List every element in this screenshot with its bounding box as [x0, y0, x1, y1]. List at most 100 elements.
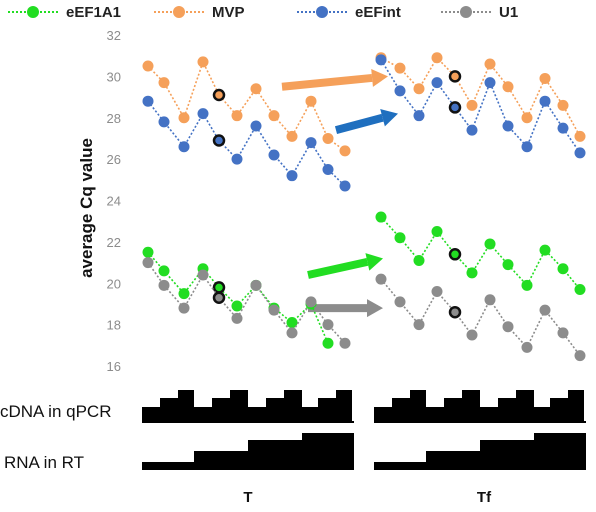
cdna-steps-t: [142, 390, 352, 423]
legend-marker: [27, 6, 39, 18]
data-point-U1-Tf: [431, 286, 443, 298]
arrow-head-MVP: [371, 68, 388, 87]
rna-steps-t: [142, 433, 354, 470]
data-point-eEF1A1-T: [212, 281, 226, 294]
data-point-eEF1A1-Tf: [413, 254, 425, 266]
data-point-eEFint-Tf: [375, 54, 387, 66]
data-point-MVP-Tf: [521, 112, 533, 124]
data-point-U1-T: [212, 291, 226, 304]
data-point-MVP-Tf: [466, 99, 478, 111]
data-point-eEF1A1-T: [158, 265, 170, 277]
data-point-U1-Tf: [466, 329, 478, 341]
data-point-eEFint-Tf: [448, 101, 462, 114]
data-point-U1-Tf: [539, 304, 551, 316]
y-tick-label: 16: [107, 359, 121, 374]
legend-label: MVP: [212, 4, 245, 21]
data-point-eEFint-Tf: [557, 122, 569, 134]
data-point-eEFint-T: [142, 95, 154, 107]
data-point-eEFint-T: [305, 137, 317, 149]
arrow-shaft-eEFint: [334, 113, 384, 135]
arrow-head-eEFint: [380, 109, 398, 127]
data-point-U1-T: [268, 304, 280, 316]
data-point-MVP-T: [178, 112, 190, 124]
data-point-eEF1A1-Tf: [448, 248, 462, 261]
data-point-MVP-T: [286, 130, 298, 142]
data-point-U1-Tf: [448, 305, 462, 319]
data-point-U1-Tf: [502, 321, 514, 333]
series-line-MVP-Tf: [380, 56, 581, 137]
shift-arrows: [281, 68, 398, 318]
data-point-U1-Tf: [413, 319, 425, 331]
data-point-U1-T: [178, 302, 190, 314]
data-point-eEFint-T: [339, 180, 351, 192]
legend-label: eEFint: [355, 4, 401, 21]
data-point-U1-Tf: [394, 296, 406, 308]
y-tick-label: 28: [107, 111, 121, 126]
data-point-MVP-Tf: [394, 62, 406, 74]
arrow-head-eEF1A1: [365, 253, 383, 271]
data-point-eEF1A1-Tf: [539, 244, 551, 256]
y-tick-label: 24: [107, 194, 121, 209]
data-point-U1-T: [197, 269, 209, 281]
data-point-eEF1A1-T: [322, 337, 334, 349]
y-tick-label: 32: [107, 28, 121, 43]
data-point-eEF1A1-T: [231, 300, 243, 312]
data-point-U1-T: [142, 257, 154, 269]
series-line-U1-Tf: [380, 278, 581, 357]
data-point-eEF1A1-T: [178, 288, 190, 300]
data-point-eEFint-T: [286, 170, 298, 182]
data-point-MVP-T: [322, 132, 334, 144]
data-point-MVP-T: [250, 83, 262, 95]
row-label-rna: RNA in RT: [4, 453, 84, 472]
legend-marker: [316, 6, 328, 18]
data-point-MVP-T: [142, 60, 154, 72]
arrow-shaft-MVP: [281, 73, 373, 91]
y-tick-label: 22: [107, 235, 121, 250]
plot-area: [142, 52, 586, 362]
data-point-eEFint-T: [322, 163, 334, 175]
data-point-eEFint-Tf: [466, 124, 478, 136]
data-point-eEFint-Tf: [521, 141, 533, 153]
data-point-eEF1A1-Tf: [431, 226, 443, 238]
legend-marker: [173, 6, 185, 18]
cdna-baseline-tf: [374, 421, 586, 423]
data-point-eEFint-T: [197, 108, 209, 120]
y-axis-label: average Cq value: [77, 138, 96, 278]
data-point-eEFint-Tf: [394, 85, 406, 97]
data-point-eEFint-T: [231, 153, 243, 165]
arrow-shaft-eEF1A1: [307, 257, 369, 279]
data-point-eEF1A1-T: [142, 246, 154, 258]
data-point-U1-T: [339, 337, 351, 349]
data-point-MVP-Tf: [431, 52, 443, 64]
legend-marker: [460, 6, 472, 18]
data-point-MVP-T: [268, 110, 280, 122]
arrow-head-U1: [367, 299, 383, 318]
cdna-steps-tf: [374, 390, 584, 423]
legend: eEF1A1 MVP eEFint U1: [8, 4, 518, 21]
data-point-MVP-Tf: [557, 99, 569, 111]
data-point-eEF1A1-Tf: [557, 263, 569, 275]
data-point-U1-Tf: [375, 273, 387, 285]
data-point-MVP-T: [197, 56, 209, 68]
data-point-eEF1A1-Tf: [375, 211, 387, 223]
y-tick-label: 26: [107, 152, 121, 167]
group-label-t: T: [243, 489, 252, 506]
series-line-MVP-T: [147, 59, 346, 152]
data-point-U1-T: [158, 279, 170, 291]
data-point-eEFint-T: [268, 149, 280, 161]
data-point-eEF1A1-Tf: [521, 279, 533, 291]
data-point-eEFint-T: [212, 134, 226, 147]
data-point-eEFint-T: [158, 116, 170, 128]
data-point-eEFint-Tf: [413, 110, 425, 122]
data-point-eEF1A1-Tf: [394, 232, 406, 244]
data-point-eEFint-Tf: [502, 120, 514, 132]
data-point-MVP-Tf: [502, 81, 514, 93]
y-axis: 16 18 20 22 24 26 28 30 32: [107, 28, 121, 374]
data-point-eEF1A1-Tf: [466, 267, 478, 279]
data-point-MVP-Tf: [413, 83, 425, 95]
data-point-MVP-T: [231, 110, 243, 122]
data-point-U1-T: [305, 296, 317, 308]
group-label-tf: Tf: [477, 489, 492, 506]
data-point-U1-Tf: [521, 341, 533, 353]
